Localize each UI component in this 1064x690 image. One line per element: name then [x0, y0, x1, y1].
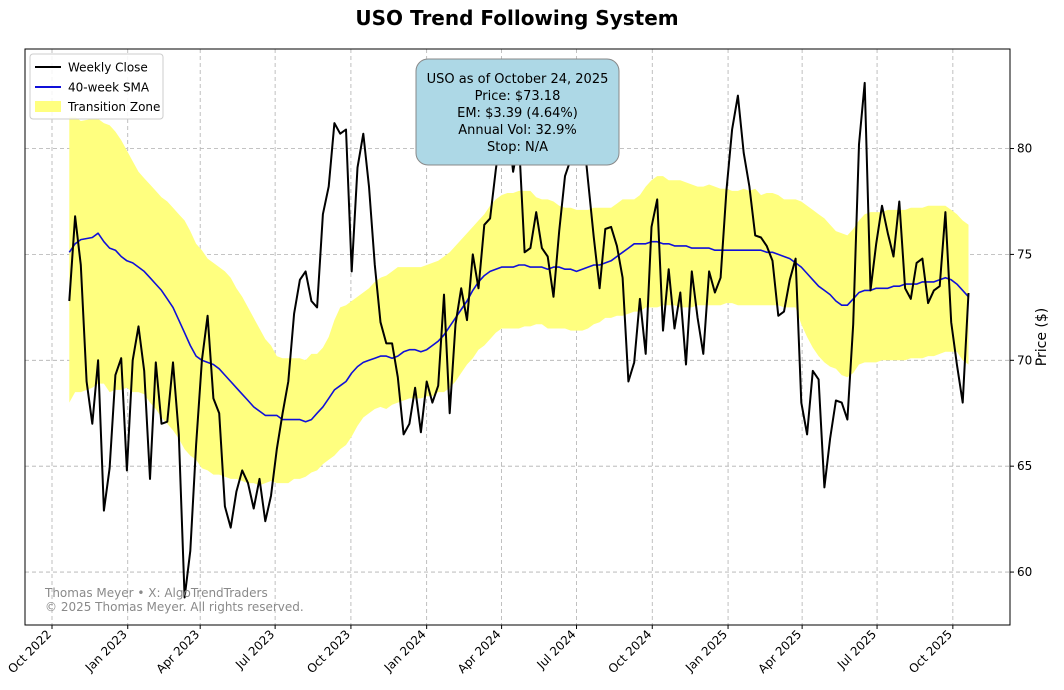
legend-label-sma: 40-week SMA: [68, 81, 150, 95]
y-axis-label: Price ($): [1034, 308, 1050, 366]
x-tick-label-8: Oct 2024: [606, 627, 655, 676]
x-tick-label-5: Jan 2024: [381, 627, 429, 675]
info-em: EM: $3.39 (4.64%): [457, 106, 578, 121]
legend-frame: [29, 53, 164, 120]
sma-line: [68, 232, 970, 423]
x-tick-label-6: Apr 2024: [455, 627, 504, 676]
y-tick-label-75: 75: [1017, 247, 1032, 261]
x-tick-label-12: Oct 2025: [906, 627, 955, 676]
y-tick-label-80: 80: [1017, 142, 1032, 156]
watermark-copyright: © 2025 Thomas Meyer. All rights reserved…: [45, 600, 304, 614]
info-date: USO as of October 24, 2025: [427, 72, 609, 87]
transition-zone-area: [69, 116, 969, 486]
chart-title: USO Trend Following System: [355, 6, 678, 30]
info-price: Price: $73.18: [475, 89, 561, 104]
info-stop: Stop: N/A: [487, 140, 548, 155]
watermark-author: Thomas Meyer • X: AlgoTrendTraders: [44, 586, 268, 600]
x-axis: Oct 2022 Jan 2023 Apr 2023 Jul 2023 Oct 2023…: [5, 625, 955, 676]
x-tick-label-3: Jul 2023: [232, 627, 277, 672]
info-box: USO as of October 24, 2025 Price: $73.18…: [415, 58, 620, 166]
x-tick-label-4: Oct 2023: [304, 627, 353, 676]
plot-frame: [24, 48, 1011, 626]
transition-zone-band: [69, 116, 969, 486]
info-annual-vol: Annual Vol: 32.9%: [458, 123, 577, 138]
x-tick-label-1: Jan 2023: [82, 627, 130, 675]
info-box-background: [415, 58, 620, 166]
y-axis-right: 60 65 70 75 80: [1010, 142, 1032, 579]
x-tick-label-7: Jul 2024: [533, 627, 578, 672]
x-tick-label-9: Jan 2025: [682, 627, 730, 675]
y-tick-label-70: 70: [1017, 353, 1032, 367]
x-tick-label-0: Oct 2022: [5, 627, 54, 676]
legend-swatch-transition-zone: [35, 101, 61, 112]
y-tick-label-60: 60: [1017, 565, 1032, 579]
legend-label-transition-zone: Transition Zone: [67, 100, 160, 114]
legend-label-weekly-close: Weekly Close: [68, 61, 148, 75]
y-tick-label-65: 65: [1017, 459, 1032, 473]
x-tick-label-11: Jul 2025: [834, 627, 879, 672]
x-tick-label-10: Apr 2025: [755, 627, 804, 676]
legend: Weekly Close 40-week SMA Transition Zone: [29, 53, 164, 120]
x-tick-label-2: Apr 2023: [153, 627, 202, 676]
